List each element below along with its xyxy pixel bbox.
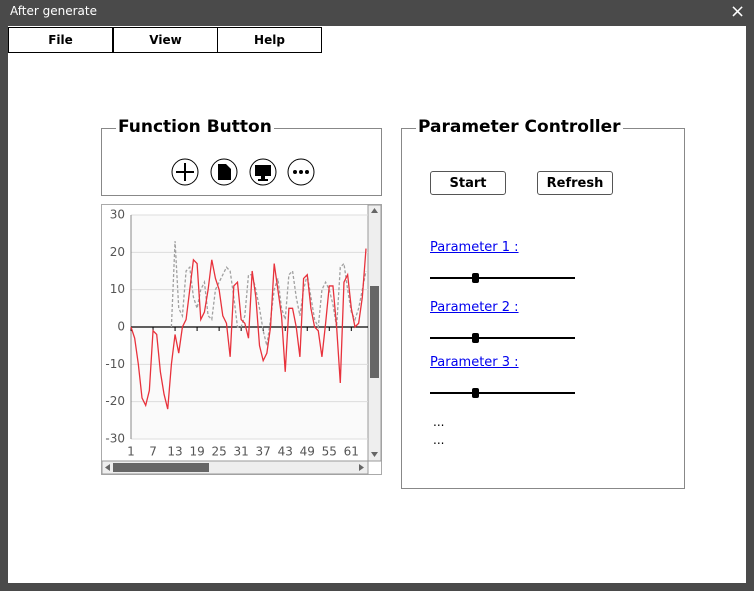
add-button[interactable] (171, 158, 199, 186)
ellipsis: ... (433, 415, 445, 429)
menu-item[interactable]: Help (217, 27, 322, 53)
parameter-group: Parameter Controller Start Refresh Param… (401, 117, 685, 489)
y-tick-label: -30 (105, 432, 125, 446)
monitor-button[interactable] (249, 158, 277, 186)
line-series (130, 248, 367, 410)
slider[interactable] (430, 388, 575, 398)
parameter-link[interactable]: Parameter 2 : (430, 300, 519, 315)
x-tick-label: 55 (322, 445, 337, 459)
h-scrollbar[interactable] (101, 460, 369, 475)
group-title: Function Button (116, 117, 274, 137)
x-tick-label: 1 (127, 445, 135, 459)
x-tick-label: 61 (344, 445, 359, 459)
y-tick-label: 20 (110, 245, 125, 259)
close-button[interactable]: × (730, 1, 746, 22)
start-button[interactable]: Start (430, 171, 506, 195)
y-tick-label: 10 (110, 282, 125, 296)
more-button[interactable] (287, 158, 315, 186)
slider[interactable] (430, 273, 575, 283)
menu-item[interactable]: View (113, 27, 218, 53)
line-series (170, 241, 367, 346)
x-tick-label: 7 (149, 445, 157, 459)
x-tick-label: 13 (167, 445, 182, 459)
y-tick-label: 30 (110, 208, 125, 222)
slider[interactable] (430, 333, 575, 343)
menu-item[interactable]: File (8, 27, 113, 53)
chart: -30 -20 -10 0 10 20 30 1 7 13 19 25 31 37 43 49 55 61 (101, 204, 382, 475)
icon-buttons (171, 158, 315, 186)
file-button[interactable] (210, 158, 238, 186)
x-tick-label: 25 (211, 445, 226, 459)
y-tick-label: -20 (105, 394, 125, 408)
window-title: After generate (10, 4, 97, 18)
x-tick-label: 49 (300, 445, 315, 459)
x-tick-label: 31 (234, 445, 249, 459)
parameter-link[interactable]: Parameter 3 : (430, 355, 519, 370)
x-tick-label: 19 (189, 445, 204, 459)
v-scrollbar[interactable] (367, 204, 382, 462)
ellipsis: ... (433, 433, 445, 447)
parameter-link[interactable]: Parameter 1 : (430, 240, 519, 255)
group-title: Parameter Controller (416, 117, 623, 137)
y-tick-label: 0 (117, 320, 125, 334)
y-tick-label: -10 (105, 357, 125, 371)
x-tick-label: 43 (278, 445, 293, 459)
x-tick-label: 37 (256, 445, 271, 459)
function-group: Function Button (101, 117, 382, 196)
refresh-button[interactable]: Refresh (537, 171, 613, 195)
